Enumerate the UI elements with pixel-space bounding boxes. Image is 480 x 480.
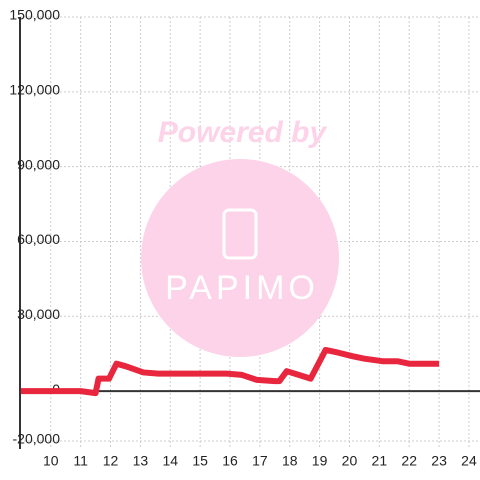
plot [19, 16, 480, 449]
y-tick-label: -20,000 [13, 431, 61, 447]
y-tick-label: 60,000 [17, 231, 60, 247]
x-tick-label: 23 [431, 453, 447, 469]
y-tick-label: 90,000 [17, 156, 60, 172]
x-tick-label: 14 [162, 453, 178, 469]
y-tick-label: 150,000 [9, 7, 60, 23]
x-tick-label: 11 [73, 453, 88, 469]
watermark-text: Powered by [158, 116, 328, 149]
x-tick-label: 13 [133, 453, 149, 469]
y-tick-label: 120,000 [9, 82, 60, 98]
x-tick-label: 22 [401, 453, 417, 469]
watermark-logo: PAPIMO [165, 269, 319, 307]
x-tick-label: 18 [282, 453, 298, 469]
x-tick-label: 19 [312, 453, 328, 469]
x-tick-label: 21 [372, 453, 388, 469]
x-tick-label: 24 [461, 453, 477, 469]
watermark: Powered by PAPIMO [141, 116, 339, 357]
x-tick-label: 10 [43, 453, 59, 469]
watermark-icon [222, 208, 258, 260]
x-tick-label: 12 [103, 453, 119, 469]
x-tick-label: 15 [192, 453, 208, 469]
x-tick-label: 17 [252, 453, 268, 469]
x-tick-label: 20 [342, 453, 358, 469]
x-tick-label: 16 [222, 453, 238, 469]
data-line [20, 346, 440, 397]
y-tick-label: 30,000 [17, 306, 60, 322]
